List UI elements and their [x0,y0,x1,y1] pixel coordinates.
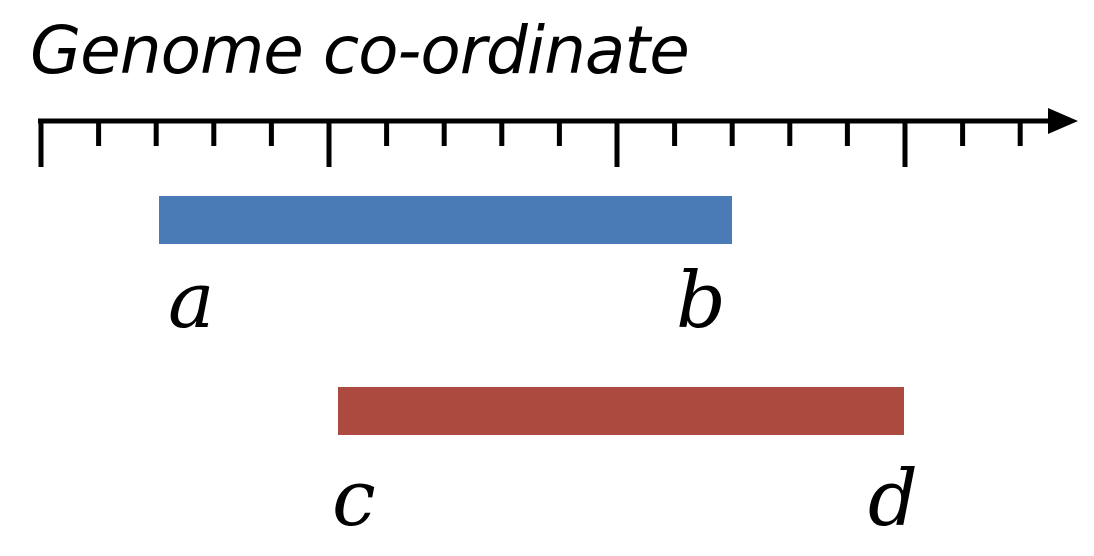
axis-arrowhead [1048,108,1078,134]
interval-c-d-bar [338,387,904,435]
interval-a-b-start-label: a [168,256,215,346]
interval-a-b-end-label: b [676,256,726,346]
interval-a-b-bar [159,196,732,244]
axis-ticks [38,121,1023,167]
interval-c-d-start-label: c [332,454,376,544]
genome-axis [38,108,1078,167]
diagram-title: Genome co-ordinate [30,12,690,89]
interval-c-d-end-label: d [868,454,918,544]
